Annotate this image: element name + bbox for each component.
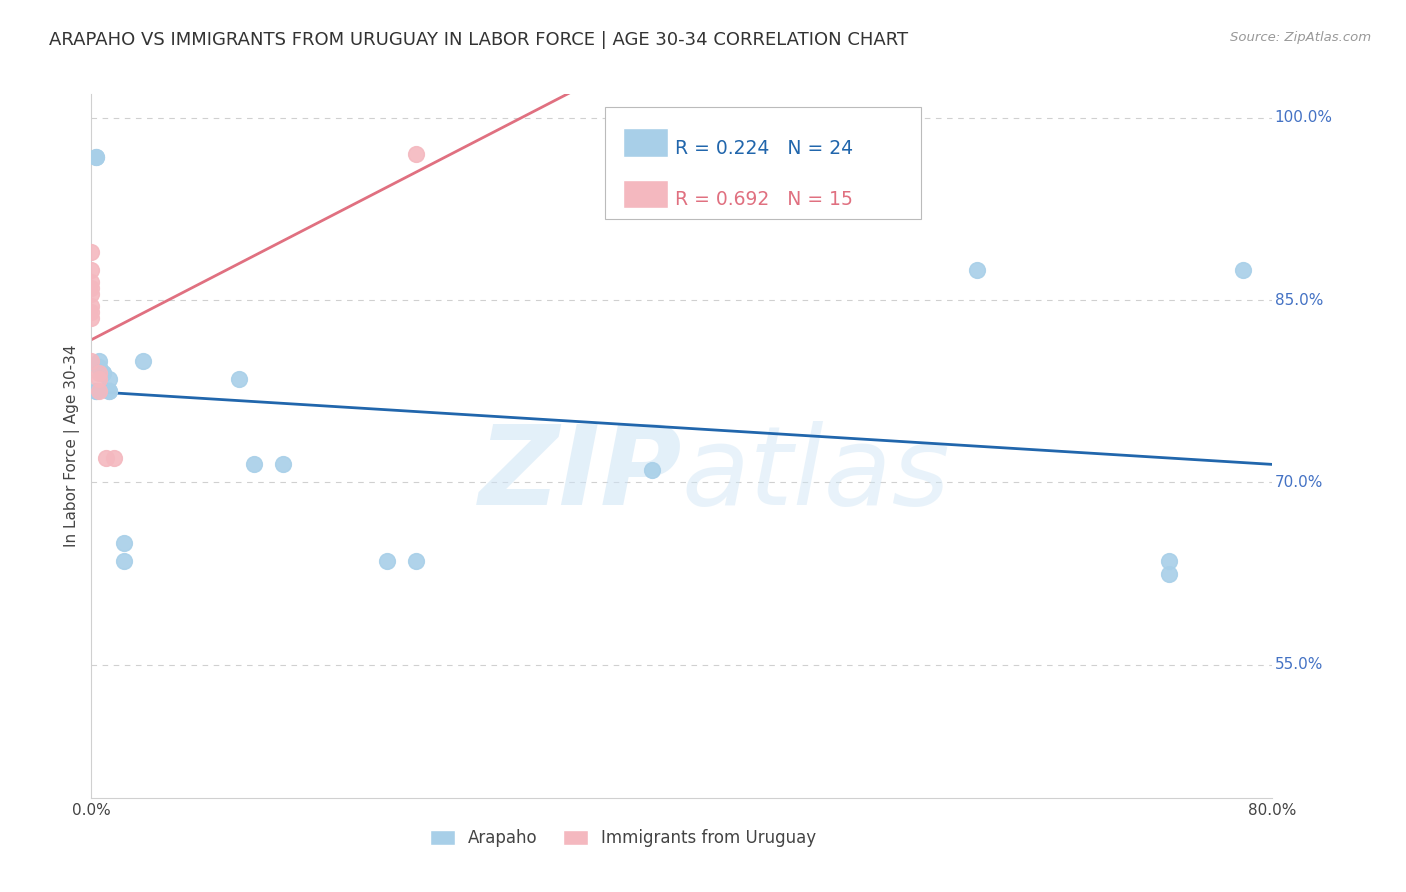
- Point: [243, 457, 266, 471]
- Legend: Arapaho, Immigrants from Uruguay: Arapaho, Immigrants from Uruguay: [423, 822, 823, 854]
- Point: [98, 384, 121, 399]
- Y-axis label: In Labor Force | Age 30-34: In Labor Force | Age 30-34: [65, 344, 80, 548]
- Point: [87, 359, 110, 374]
- Point: [405, 554, 427, 568]
- Point: [87, 384, 110, 399]
- Point: [80, 281, 103, 295]
- Point: [80, 287, 103, 301]
- Point: [80, 311, 103, 326]
- Point: [98, 372, 121, 386]
- Point: [80, 244, 103, 259]
- Text: atlas: atlas: [682, 421, 950, 528]
- Point: [91, 366, 114, 380]
- Point: [273, 457, 295, 471]
- Point: [375, 554, 398, 568]
- Point: [80, 354, 103, 368]
- Point: [80, 299, 103, 313]
- Point: [80, 305, 103, 319]
- Point: [98, 384, 121, 399]
- Point: [87, 354, 110, 368]
- Point: [87, 372, 110, 386]
- Point: [112, 554, 135, 568]
- Text: 70.0%: 70.0%: [1275, 475, 1323, 490]
- Point: [84, 150, 107, 164]
- Text: 100.0%: 100.0%: [1275, 111, 1333, 126]
- Point: [96, 451, 118, 466]
- Point: [84, 384, 107, 399]
- Text: 85.0%: 85.0%: [1275, 293, 1323, 308]
- Point: [1232, 262, 1254, 277]
- Text: 55.0%: 55.0%: [1275, 657, 1323, 673]
- Point: [103, 451, 125, 466]
- Text: R = 0.692   N = 15: R = 0.692 N = 15: [675, 190, 853, 210]
- Point: [84, 384, 107, 399]
- Point: [1159, 566, 1181, 581]
- Point: [405, 147, 427, 161]
- Point: [91, 366, 114, 380]
- Text: ARAPAHO VS IMMIGRANTS FROM URUGUAY IN LABOR FORCE | AGE 30-34 CORRELATION CHART: ARAPAHO VS IMMIGRANTS FROM URUGUAY IN LA…: [49, 31, 908, 49]
- Point: [966, 262, 988, 277]
- Point: [112, 536, 135, 550]
- Text: R = 0.224   N = 24: R = 0.224 N = 24: [675, 139, 853, 158]
- Text: ZIP: ZIP: [478, 421, 682, 528]
- Point: [87, 366, 110, 380]
- Point: [80, 275, 103, 289]
- Point: [228, 372, 250, 386]
- Point: [1159, 554, 1181, 568]
- Point: [84, 150, 107, 164]
- Point: [641, 463, 664, 477]
- Text: Source: ZipAtlas.com: Source: ZipAtlas.com: [1230, 31, 1371, 45]
- Point: [80, 262, 103, 277]
- Point: [132, 354, 155, 368]
